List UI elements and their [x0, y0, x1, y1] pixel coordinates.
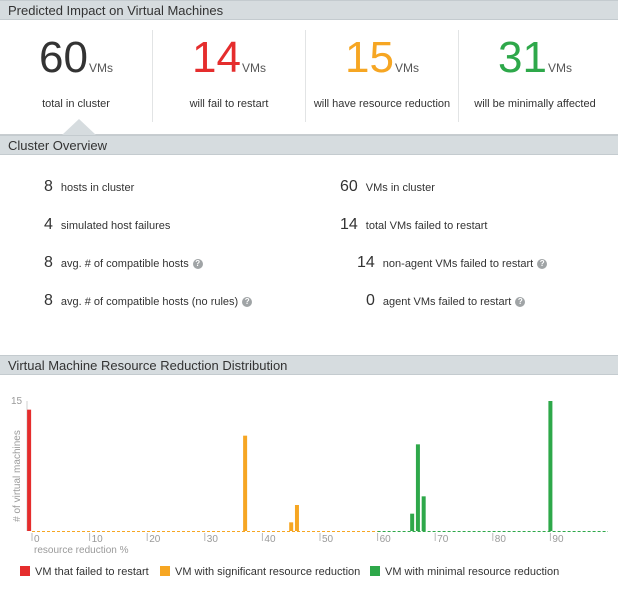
overview-value: 60	[340, 178, 358, 195]
overview-label: hosts in cluster	[60, 182, 135, 194]
help-icon[interactable]: ?	[242, 297, 253, 308]
impact-fail-label: will fail to restart	[189, 98, 269, 110]
legend-item-significant: VM with significant resource reduction	[160, 566, 360, 578]
overview-label: non-agent VMs failed to restart	[382, 258, 534, 270]
bar	[243, 435, 248, 531]
distribution-header: Virtual Machine Resource Reduction Distr…	[0, 355, 618, 375]
legend-label: VM with minimal resource reduction	[385, 566, 560, 578]
x-tick-label: 90	[552, 534, 564, 545]
overview-value: 8	[44, 292, 53, 309]
overview-value: 14	[340, 216, 358, 233]
impact-total-label: total in cluster	[42, 98, 110, 110]
bar	[294, 505, 299, 531]
overview-title: Cluster Overview	[8, 138, 107, 153]
impact-minimal-unit: VMs	[547, 61, 572, 75]
y-tick-label: 15	[11, 396, 23, 407]
selection-pointer	[62, 119, 96, 135]
overview-hosts: 8 hosts in cluster	[44, 178, 134, 196]
legend-item-minimal: VM with minimal resource reduction	[370, 566, 559, 578]
x-tick-label: 50	[322, 534, 334, 545]
x-tick-label: 40	[264, 534, 276, 545]
overview-compatible: 8 avg. # of compatible hosts?	[44, 254, 203, 272]
x-tick-label: 10	[92, 534, 104, 545]
overview-header: Cluster Overview	[0, 135, 618, 155]
impact-divider	[458, 30, 459, 122]
impact-total-value: 60	[39, 33, 88, 82]
impact-reduction-value: 15	[345, 33, 394, 82]
impact-panel: 60VMs total in cluster 14VMs will fail t…	[0, 20, 618, 135]
legend-swatch	[160, 566, 170, 576]
impact-fail: 14VMs will fail to restart	[153, 26, 305, 126]
impact-reduction-unit: VMs	[394, 61, 419, 75]
bar	[415, 444, 420, 531]
bar	[289, 522, 294, 531]
overview-label: agent VMs failed to restart	[382, 296, 512, 308]
help-icon[interactable]: ?	[192, 259, 203, 270]
impact-header: Predicted Impact on Virtual Machines	[0, 0, 618, 20]
impact-minimal-label: will be minimally affected	[474, 98, 596, 110]
overview-label: total VMs failed to restart	[365, 220, 488, 232]
x-tick-label: 80	[495, 534, 507, 545]
bar	[548, 401, 553, 531]
bar	[410, 513, 415, 531]
help-icon[interactable]: ?	[537, 259, 548, 270]
impact-fail-unit: VMs	[241, 61, 266, 75]
impact-divider	[305, 30, 306, 122]
overview-vms: 60 VMs in cluster	[340, 178, 435, 196]
impact-reduction: 15VMs will have resource reduction	[306, 26, 458, 126]
overview-value: 4	[44, 216, 53, 233]
bar	[27, 409, 32, 531]
overview-label: avg. # of compatible hosts	[60, 258, 189, 270]
legend-swatch	[370, 566, 380, 576]
overview-value: 8	[44, 178, 53, 195]
x-tick-label: 0	[34, 534, 40, 545]
impact-total-unit: VMs	[88, 61, 113, 75]
overview-value: 8	[44, 254, 53, 271]
impact-title: Predicted Impact on Virtual Machines	[8, 3, 224, 18]
impact-total: 60VMs total in cluster	[0, 26, 152, 126]
overview-panel: 8 hosts in cluster 4 simulated host failur…	[0, 155, 618, 355]
impact-reduction-label: will have resource reduction	[313, 98, 451, 110]
legend-swatch	[20, 566, 30, 576]
chart-canvas: 0 10 20 30 40 50 60 70 80 90 15 # of virtual machin…	[11, 396, 608, 556]
legend-item-failed: VM that failed to restart	[20, 566, 149, 578]
overview-label: simulated host failures	[60, 220, 171, 232]
impact-divider	[152, 30, 153, 122]
x-tick-label: 20	[149, 534, 161, 545]
bar	[421, 496, 426, 531]
impact-fail-value: 14	[192, 33, 241, 82]
help-icon[interactable]: ?	[515, 297, 526, 308]
overview-value: 14	[357, 254, 375, 271]
overview-compatible-no-rules: 8 avg. # of compatible hosts (no rules)?	[44, 292, 253, 310]
legend-label: VM that failed to restart	[35, 566, 149, 578]
overview-total-failed: 14 total VMs failed to restart	[340, 216, 487, 234]
overview-label: VMs in cluster	[365, 182, 435, 194]
impact-minimal: 31VMs will be minimally affected	[459, 26, 611, 126]
x-tick-label: 60	[380, 534, 392, 545]
overview-agent-failed: 0 agent VMs failed to restart?	[366, 292, 526, 310]
overview-non-agent-failed: 14 non-agent VMs failed to restart?	[357, 254, 548, 272]
impact-minimal-value: 31	[498, 33, 547, 82]
distribution-title: Virtual Machine Resource Reduction Distr…	[8, 358, 288, 373]
y-axis-title: # of virtual machines	[12, 430, 23, 522]
x-axis-title: resource reduction %	[34, 545, 129, 556]
distribution-chart: 0 10 20 30 40 50 60 70 80 90 15 # of virtual machin…	[0, 375, 618, 608]
overview-failures: 4 simulated host failures	[44, 216, 170, 234]
overview-value: 0	[366, 292, 375, 309]
x-tick-label: 30	[207, 534, 219, 545]
x-tick-label: 70	[437, 534, 449, 545]
legend-label: VM with significant resource reduction	[175, 566, 361, 578]
overview-label: avg. # of compatible hosts (no rules)	[60, 296, 239, 308]
